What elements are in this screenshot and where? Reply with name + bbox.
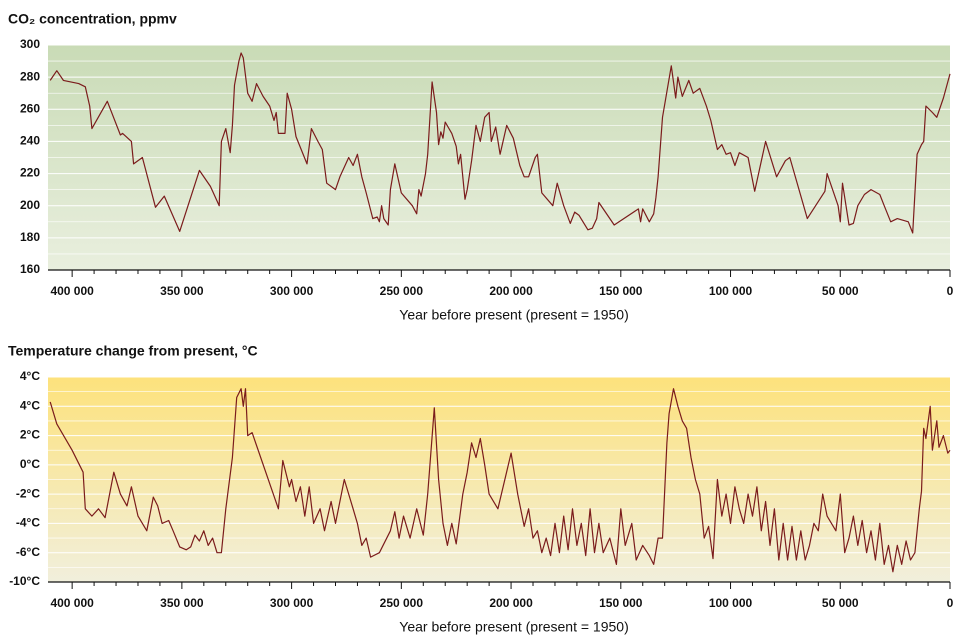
- y-tick-label: -6°C: [16, 545, 40, 559]
- y-tick-label: -2°C: [16, 486, 40, 500]
- x-tick-label: 0: [947, 284, 954, 298]
- y-tick-label: 220: [20, 166, 40, 180]
- y-tick-label: 4°C: [20, 369, 40, 383]
- x-tick-label: 100 000: [709, 596, 753, 610]
- x-tick-label: 250 000: [380, 596, 424, 610]
- x-tick-label: 300 000: [270, 284, 314, 298]
- y-tick-label: 240: [20, 134, 40, 148]
- data-line: [49, 52, 951, 234]
- y-tick-label: 260: [20, 101, 40, 115]
- x-tick-label: 300 000: [270, 596, 314, 610]
- x-axis-label: Year before present (present = 1950): [399, 619, 628, 635]
- y-tick-label: -4°C: [16, 516, 40, 530]
- y-tick-label: -10°C: [9, 574, 40, 588]
- x-tick-label: 100 000: [709, 284, 753, 298]
- x-tick-label: 200 000: [489, 284, 533, 298]
- data-line: [49, 388, 951, 573]
- y-tick-label: 2°C: [20, 428, 40, 442]
- x-tick-label: 0: [947, 596, 954, 610]
- y-tick-label: 280: [20, 69, 40, 83]
- chart-title: CO₂ concentration, ppmv: [8, 11, 177, 27]
- x-tick-label: 150 000: [599, 596, 643, 610]
- y-tick-label: 180: [20, 230, 40, 244]
- x-tick-label: 400 000: [50, 284, 94, 298]
- x-tick-label: 50 000: [822, 284, 859, 298]
- y-tick-label: 160: [20, 262, 40, 276]
- x-tick-label: 250 000: [380, 284, 424, 298]
- x-tick-label: 350 000: [160, 596, 204, 610]
- y-tick-label: 300: [20, 37, 40, 51]
- y-tick-label: 0°C: [20, 457, 40, 471]
- x-axis-label: Year before present (present = 1950): [399, 307, 628, 323]
- x-tick-label: 50 000: [822, 596, 859, 610]
- y-tick-label: 200: [20, 198, 40, 212]
- x-tick-label: 150 000: [599, 284, 643, 298]
- y-tick-label: 4°C: [20, 398, 40, 412]
- x-tick-label: 350 000: [160, 284, 204, 298]
- x-tick-label: 400 000: [50, 596, 94, 610]
- chart-title: Temperature change from present, °C: [8, 343, 258, 359]
- x-tick-label: 200 000: [489, 596, 533, 610]
